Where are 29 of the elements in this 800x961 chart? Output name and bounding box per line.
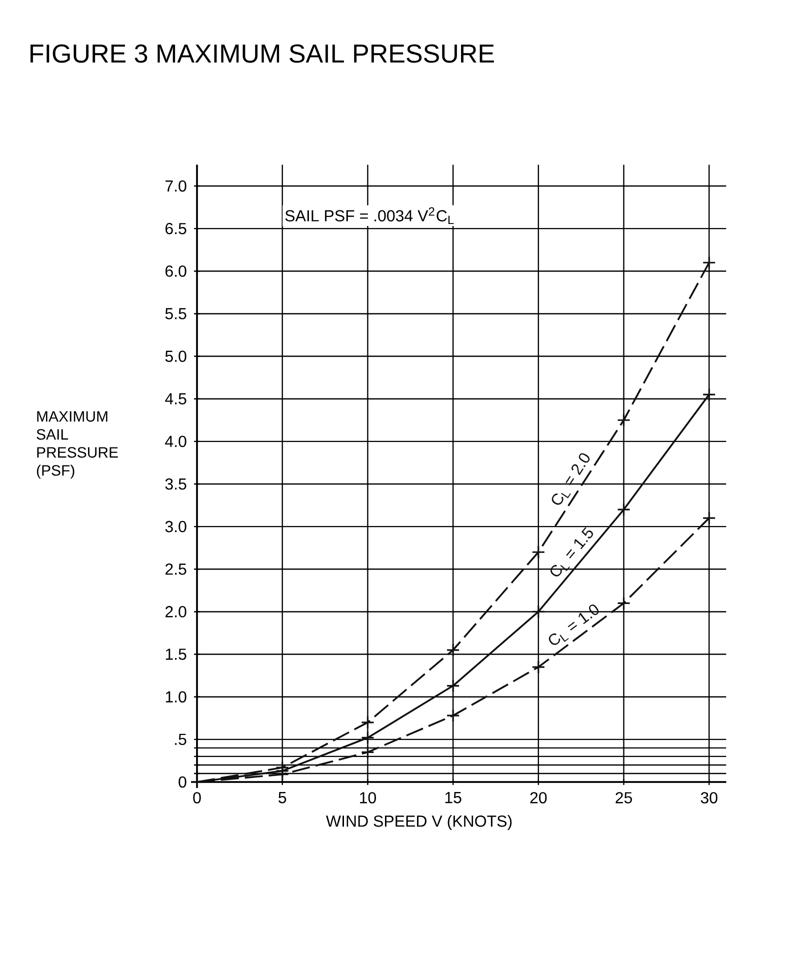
y-tick-label: 4.0 [165, 436, 186, 448]
y-tick-label: 1.5 [166, 648, 186, 660]
x-axis-title: WIND SPEED V (KNOTS) [326, 815, 512, 830]
y-tick-label: 1.0 [166, 691, 186, 703]
y-tick-label: 5.0 [165, 350, 186, 362]
y-tick-label: 3.0 [165, 520, 186, 532]
text: C$_{L}$ = 1.5 [550, 527, 593, 576]
y-tick-label: 2.5 [166, 563, 186, 575]
y-tick-label: 6.0 [166, 265, 186, 277]
y-tick-label: 0 [178, 776, 186, 788]
y-tick-label: 5.5 [165, 308, 186, 320]
x-tick-label: 20 [530, 792, 547, 804]
y-tick-label: 7.0 [166, 180, 186, 192]
y-axis-title: MAXIMUM SAIL PRESSURE (PSF) [36, 411, 118, 479]
y-tick-label: .5 [175, 734, 186, 746]
x-tick-label: 5 [278, 792, 286, 804]
y-tick-label: 4.5 [165, 393, 186, 404]
y-tick-label: 6.5 [166, 222, 186, 234]
text: C$_{L}$ = 2.0 [552, 453, 590, 505]
x-tick-label: 25 [616, 792, 632, 804]
chart-title: FIGURE 3 MAXIMUM SAIL PRESSURE [30, 44, 494, 63]
x-tick-label: 30 [700, 792, 718, 804]
annotation: SAIL PSF = .0034 V$^{2}$C$_{L}$ [285, 207, 454, 224]
y-tick-label: 2.0 [166, 606, 186, 618]
x-tick-label: 10 [360, 792, 376, 804]
y-tick-label: 3.5 [165, 478, 186, 490]
text: C$_{L}$ = 1.0 [548, 604, 599, 645]
x-tick-label: 15 [445, 792, 462, 804]
x-tick-label: 0 [193, 792, 201, 804]
